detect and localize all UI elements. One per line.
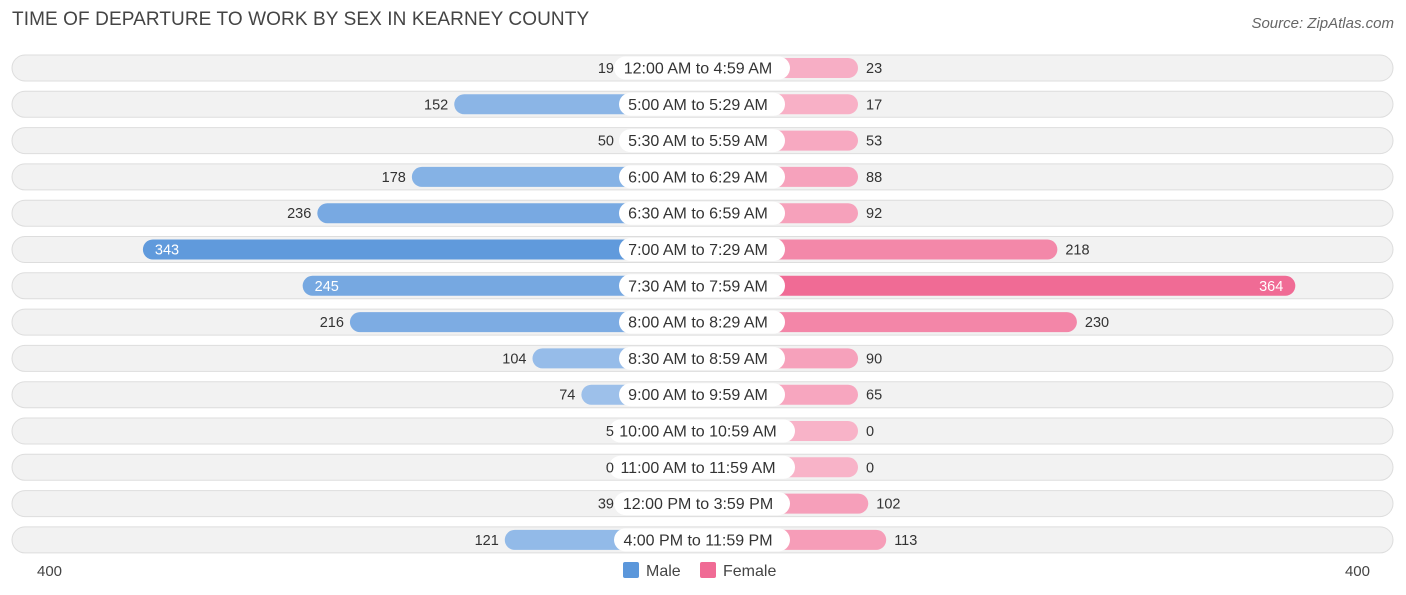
axis-label-left: 400 <box>37 563 62 580</box>
category-label: 8:30 AM to 8:59 AM <box>628 351 768 368</box>
female-value-label: 230 <box>1085 315 1109 331</box>
female-value-label: 17 <box>866 97 882 113</box>
female-value-label: 90 <box>866 351 882 367</box>
female-value-label: 23 <box>866 61 882 77</box>
category-label: 7:00 AM to 7:29 AM <box>628 242 768 259</box>
male-value-label: 104 <box>502 351 526 367</box>
category-pill <box>614 492 790 516</box>
category-label: 7:30 AM to 7:59 AM <box>628 278 768 295</box>
male-value-label: 245 <box>315 279 339 295</box>
female-bar <box>702 312 1077 333</box>
male-value-label: 39 <box>598 497 614 513</box>
category-pill <box>614 528 790 552</box>
category-label: 5:00 AM to 5:29 AM <box>628 97 768 114</box>
male-bar <box>349 312 702 333</box>
female-value-label: 113 <box>894 533 917 549</box>
male-value-label: 178 <box>382 170 406 186</box>
category-label: 10:00 AM to 10:59 AM <box>619 424 776 441</box>
axis-label-right: 400 <box>1345 563 1370 580</box>
male-bar <box>142 239 702 260</box>
female-value-label: 0 <box>866 424 874 440</box>
male-bar <box>302 275 702 296</box>
category-label: 12:00 PM to 3:59 PM <box>623 496 773 513</box>
male-value-label: 19 <box>598 61 614 77</box>
category-label: 8:00 AM to 8:29 AM <box>628 315 768 332</box>
category-pill <box>619 201 785 225</box>
category-pill <box>619 310 785 334</box>
category-label: 11:00 AM to 11:59 AM <box>620 460 775 477</box>
male-value-label: 216 <box>320 315 344 331</box>
category-pill <box>619 92 785 116</box>
female-value-label: 53 <box>866 134 882 150</box>
category-pill <box>619 165 785 189</box>
category-label: 6:30 AM to 6:59 AM <box>628 206 768 223</box>
male-value-label: 0 <box>606 460 614 476</box>
female-value-label: 364 <box>1259 279 1283 295</box>
female-value-label: 218 <box>1065 243 1089 259</box>
category-pill <box>619 383 785 407</box>
female-value-label: 88 <box>866 170 882 186</box>
category-label: 5:30 AM to 5:59 AM <box>628 133 768 150</box>
category-label: 6:00 AM to 6:29 AM <box>628 169 768 186</box>
category-pill <box>619 274 785 298</box>
female-bar <box>702 275 1296 296</box>
category-pill <box>609 455 795 479</box>
male-bar <box>317 203 702 224</box>
category-label: 4:00 PM to 11:59 PM <box>623 532 772 549</box>
female-bar <box>702 239 1058 260</box>
male-value-label: 152 <box>424 97 448 113</box>
legend-male-swatch <box>623 562 639 578</box>
category-pill <box>609 419 795 443</box>
male-value-label: 121 <box>475 533 499 549</box>
female-value-label: 102 <box>876 497 900 513</box>
category-pill <box>619 346 785 370</box>
male-value-label: 343 <box>155 243 179 259</box>
chart-title: TIME OF DEPARTURE TO WORK BY SEX IN KEAR… <box>12 9 590 30</box>
legend-female-swatch <box>700 562 716 578</box>
category-pill <box>619 129 785 153</box>
chart-source: Source: ZipAtlas.com <box>1251 15 1394 32</box>
category-pill <box>619 238 785 261</box>
male-value-label: 5 <box>606 424 614 440</box>
category-label: 9:00 AM to 9:59 AM <box>628 387 768 404</box>
female-value-label: 65 <box>866 388 882 404</box>
category-label: 12:00 AM to 4:59 AM <box>624 61 773 78</box>
male-value-label: 236 <box>287 206 311 222</box>
legend-male-label: Male <box>646 563 681 580</box>
male-value-label: 74 <box>559 388 575 404</box>
female-value-label: 92 <box>866 206 882 222</box>
legend-female-label: Female <box>723 563 776 580</box>
category-pill <box>614 56 790 80</box>
male-value-label: 50 <box>598 134 614 150</box>
female-value-label: 0 <box>866 460 874 476</box>
